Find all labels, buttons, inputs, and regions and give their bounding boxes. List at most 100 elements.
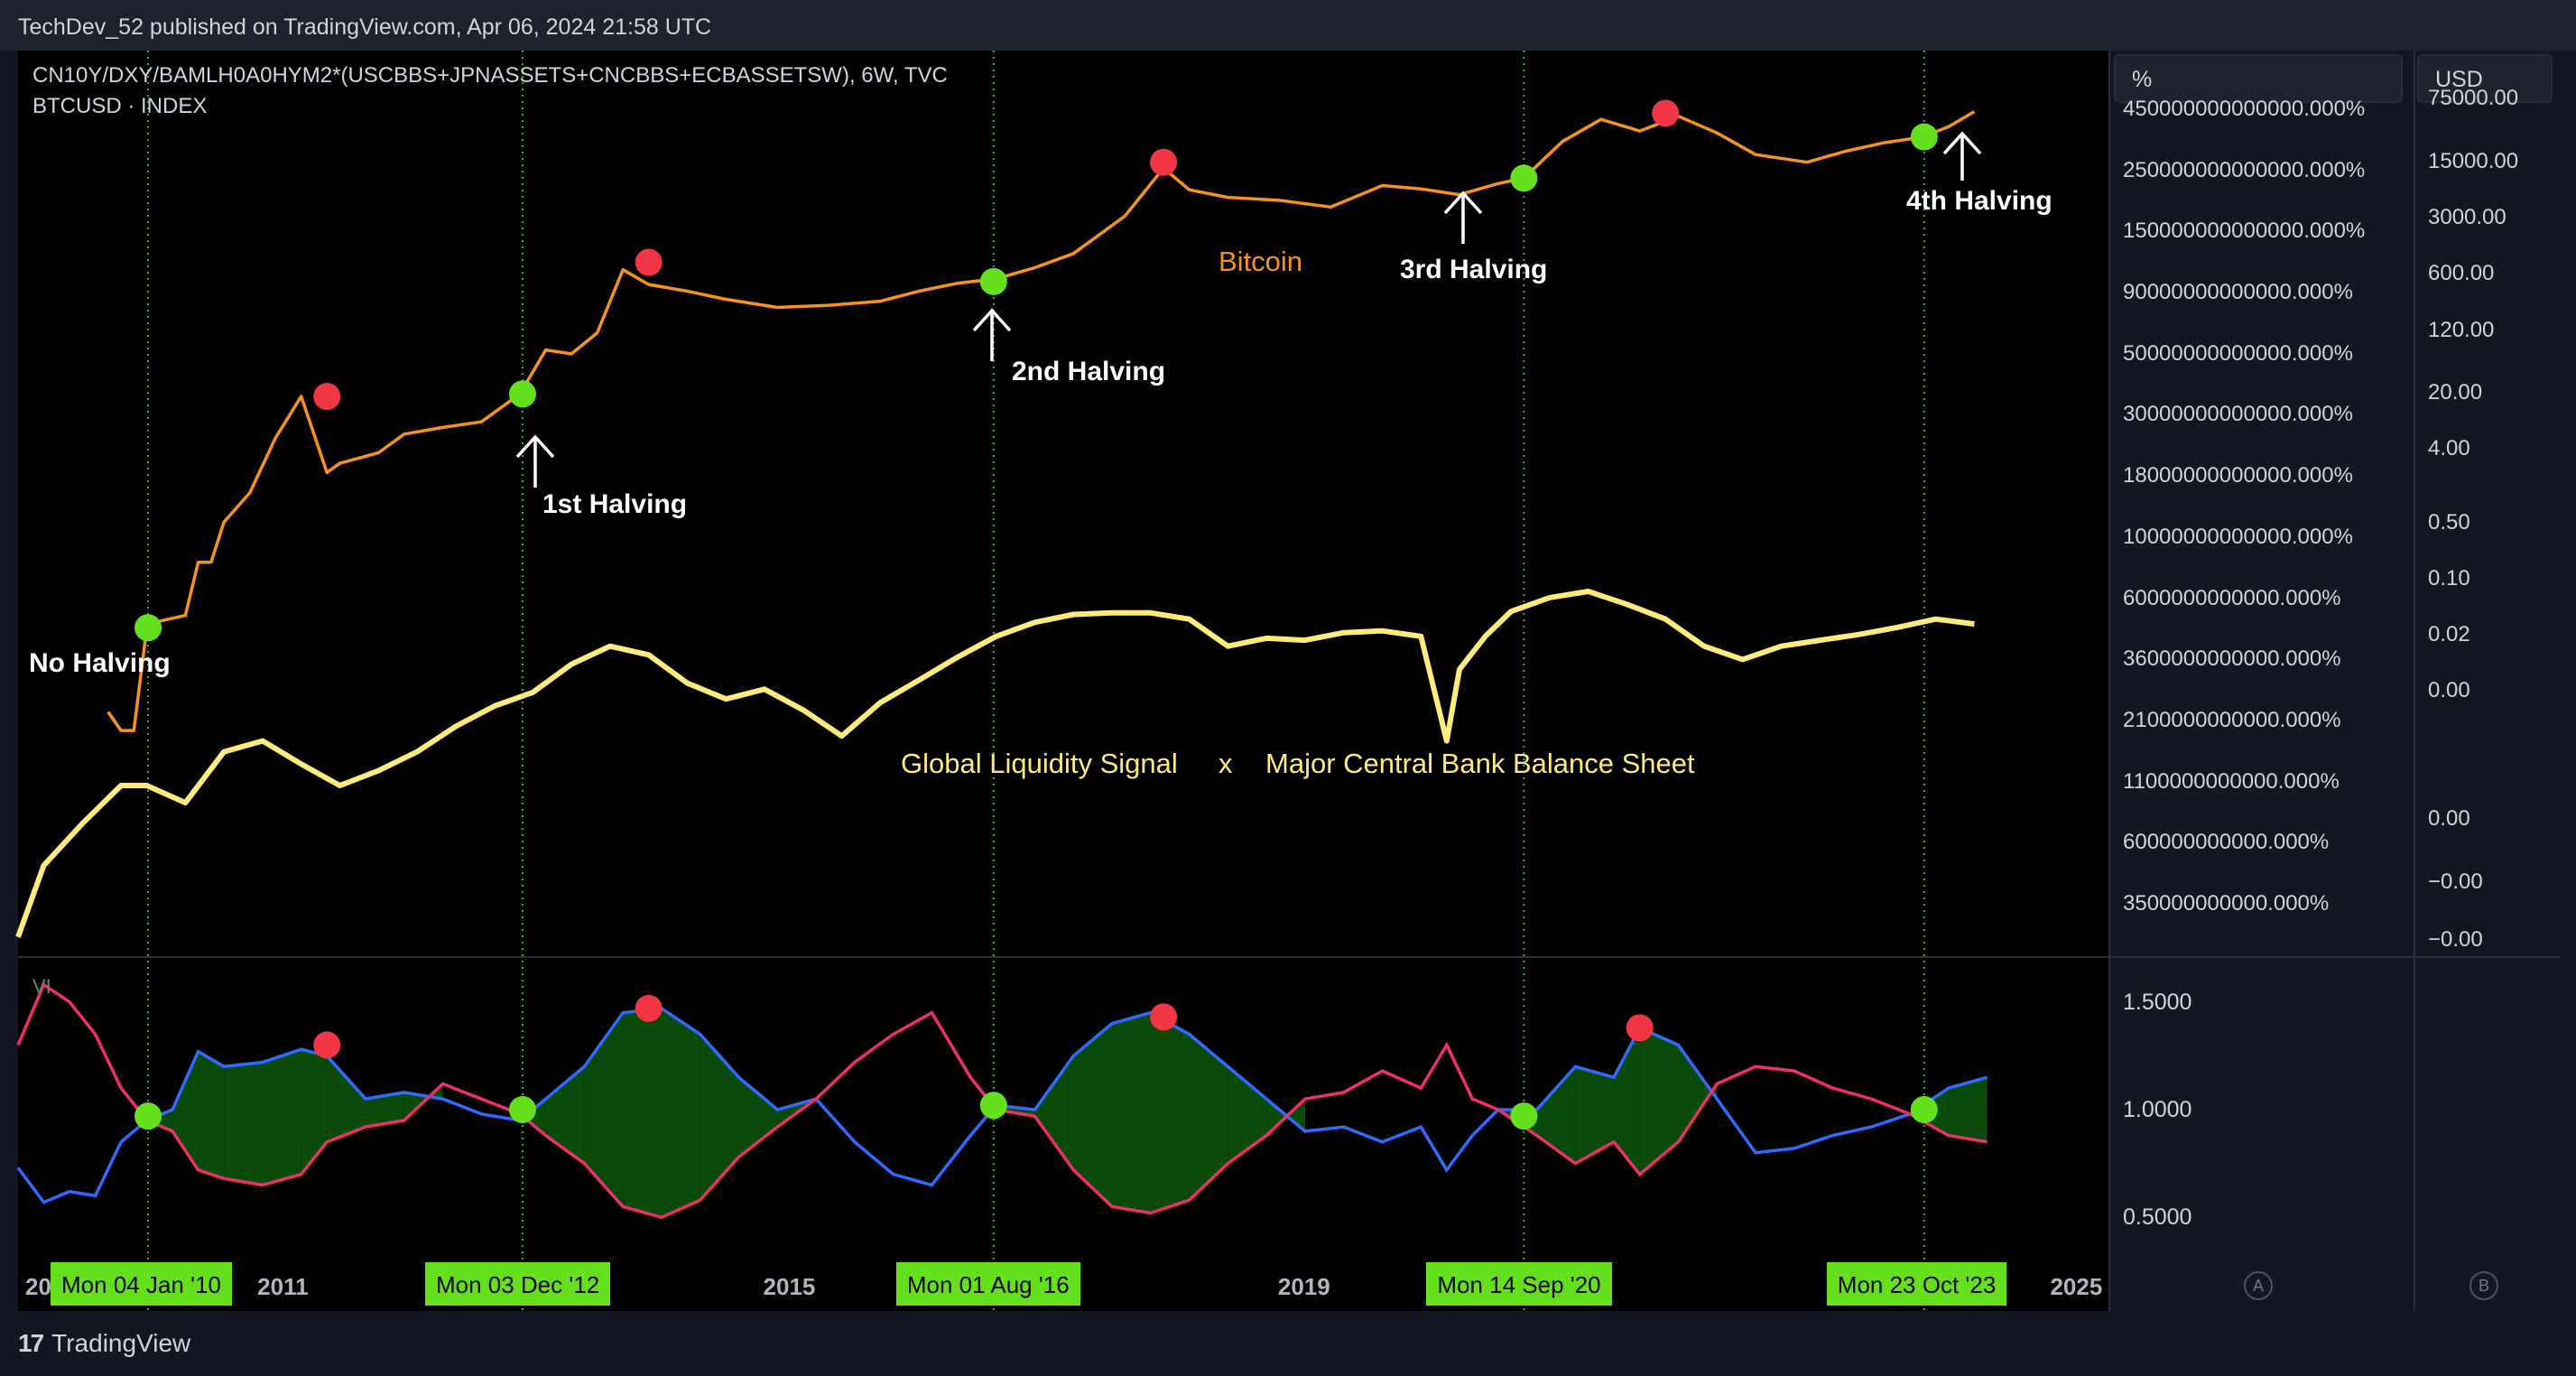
vi-buy-dot-5 <box>1910 1096 1938 1123</box>
vi-fill-segment <box>366 1092 404 1128</box>
vi-fill-segment <box>623 1008 662 1218</box>
footer-bar <box>0 1311 2576 1376</box>
vi-buy-dot-4 <box>1510 1102 1538 1130</box>
vi-sell-dot-3 <box>1150 1003 1178 1031</box>
pct-axis-tick: 1100000000000.000% <box>2123 768 2340 794</box>
vi-fill-segment <box>1536 1066 1576 1164</box>
vi-sell-dot-4 <box>1626 1014 1654 1042</box>
vi-fill-segment <box>1614 1027 1640 1175</box>
btc-sell-dot-3 <box>1150 148 1178 176</box>
vi-sell-dot-2 <box>635 994 663 1022</box>
vi-fill-segment <box>1575 1066 1615 1164</box>
halving-date-badge: Mon 14 Sep '20 <box>1426 1262 1612 1306</box>
x-axis-tick: 2011 <box>257 1273 309 1300</box>
pct-axis-tick: 6000000000000.000% <box>2123 585 2341 610</box>
pct-axis-tick: 150000000000000.000% <box>2123 218 2366 244</box>
series-cross-label: x <box>1219 748 1233 779</box>
header-bar: TechDev_52 published on TradingView.com,… <box>0 0 2576 51</box>
tradingview-logo[interactable]: 17 TradingView <box>18 1329 190 1358</box>
second-halving-label: 2nd Halving <box>1012 357 1166 386</box>
main-symbol[interactable]: CN10Y/DXY/BAMLH0A0HYM2*(USCBBS+JPNASSETS… <box>32 63 948 88</box>
usd-axis-tick: 600.00 <box>2428 261 2495 285</box>
indicator-label[interactable]: VI <box>32 975 51 998</box>
tradingview-brand: TradingView <box>51 1329 191 1357</box>
liquidity-line <box>15 589 1975 938</box>
vi-fill-segment <box>1112 1012 1151 1213</box>
left-unit-selector[interactable]: % <box>2114 54 2403 103</box>
pct-axis-tick: 350000000000.000% <box>2123 891 2330 916</box>
first-halving-label: 1st Halving <box>542 489 688 519</box>
vi-fill-segment <box>1073 1023 1113 1207</box>
usd-axis-tick: 0.10 <box>2428 566 2470 590</box>
no-halving-label: No Halving <box>29 648 171 678</box>
publish-info: TechDev_52 published on TradingView.com,… <box>18 14 712 40</box>
vi-axis-tick: 0.5000 <box>2123 1204 2192 1231</box>
scale-button-a[interactable]: A <box>2244 1271 2273 1300</box>
vi-fill-segment <box>198 1051 225 1179</box>
usd-axis-tick: 120.00 <box>2428 318 2495 342</box>
vi-fill-segment <box>1639 1027 1679 1175</box>
vi-axis-tick: 1.5000 <box>2123 989 2192 1015</box>
pct-axis-tick: 3600000000000.000% <box>2123 646 2341 672</box>
btc-buy-dot-1 <box>134 614 162 642</box>
pct-axis-tick: 18000000000000.000% <box>2123 463 2353 488</box>
vi-fill-segment <box>700 1034 739 1201</box>
third-halving-label: 3rd Halving <box>1400 255 1548 284</box>
halving-arrow-icon-3 <box>1443 191 1483 244</box>
usd-axis-tick: 0.02 <box>2428 622 2470 646</box>
usd-axis-tick: 4.00 <box>2428 436 2470 460</box>
vi-minus-line <box>16 981 1988 1220</box>
pct-axis-tick: 30000000000000.000% <box>2123 402 2353 427</box>
usd-axis-tick: 0.00 <box>2428 678 2470 702</box>
btc-sell-dot-2 <box>635 248 663 276</box>
usd-axis-tick: 0.00 <box>2428 806 2470 831</box>
usd-axis-tick: 3000.00 <box>2428 205 2507 229</box>
halving-arrow-icon-1 <box>515 434 555 488</box>
usd-axis-tick: 75000.00 <box>2428 86 2519 110</box>
bitcoin-line <box>107 110 1976 732</box>
btc-sell-dot-1 <box>313 383 341 411</box>
halving-arrow-icon-2 <box>972 308 1012 361</box>
liquidity-series-label: Global Liquidity Signal <box>901 748 1178 779</box>
pane-separator[interactable] <box>18 956 2560 958</box>
x-axis-tick: 2015 <box>763 1273 816 1300</box>
vi-fill-segment <box>1034 1055 1074 1170</box>
fourth-halving-label: 4th Halving <box>1906 186 2052 216</box>
usd-axis-tick: 0.50 <box>2428 510 2470 535</box>
right-unit-selector[interactable]: USD <box>2417 54 2553 103</box>
pct-axis-tick: 90000000000000.000% <box>2123 280 2353 305</box>
usd-axis-tick: 20.00 <box>2428 380 2483 404</box>
btc-sell-dot-4 <box>1652 99 1680 127</box>
vi-buy-dot-3 <box>979 1092 1007 1120</box>
overlay-symbol[interactable]: BTCUSD · INDEX <box>32 94 208 118</box>
bitcoin-series-label: Bitcoin <box>1219 246 1303 277</box>
halving-arrow-icon-4 <box>1942 131 1982 181</box>
pct-axis-tick: 50000000000000.000% <box>2123 340 2353 366</box>
axis-divider-right <box>2414 51 2415 1311</box>
x-axis-tick: 2019 <box>1277 1273 1330 1300</box>
usd-axis-tick: −0.00 <box>2428 927 2483 952</box>
btc-buy-dot-3 <box>979 267 1007 295</box>
vi-sell-dot-1 <box>313 1031 341 1059</box>
halving-date-badge: Mon 01 Aug '16 <box>895 1262 1080 1306</box>
halving-date-badge: Mon 04 Jan '10 <box>51 1262 232 1306</box>
usd-axis-tick: −0.00 <box>2428 869 2483 894</box>
btc-buy-dot-5 <box>1910 123 1938 151</box>
vi-fill-segment <box>262 1049 301 1185</box>
scale-button-b[interactable]: B <box>2469 1271 2498 1300</box>
pct-axis-tick: 10000000000000.000% <box>2123 524 2353 549</box>
vi-plus-line <box>16 1007 1988 1204</box>
vi-fill-segment <box>584 1012 624 1207</box>
vi-fill-segment <box>661 1008 700 1218</box>
usd-axis-tick: 15000.00 <box>2428 149 2519 173</box>
vi-fill-segment <box>1948 1077 1988 1142</box>
vi-fill-segment <box>1189 1034 1228 1201</box>
btc-buy-dot-2 <box>508 380 536 408</box>
vi-fill-segment <box>224 1062 263 1185</box>
pct-axis-tick: 600000000000.000% <box>2123 830 2330 855</box>
vi-buy-dot-1 <box>134 1102 162 1130</box>
vi-buy-dot-2 <box>508 1096 536 1123</box>
vi-fill-segment <box>301 1049 328 1175</box>
halving-date-badge: Mon 23 Oct '23 <box>1826 1262 2007 1306</box>
